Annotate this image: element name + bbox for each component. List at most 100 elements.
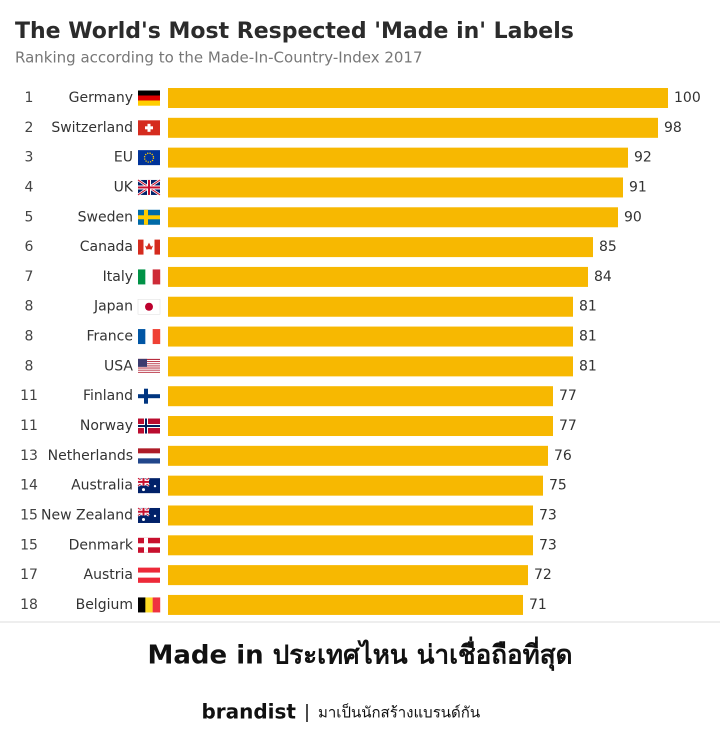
flag	[138, 150, 160, 166]
flag-part	[138, 362, 160, 364]
value-label: 85	[599, 239, 617, 255]
rank-label: 11	[20, 388, 38, 404]
flag-part	[138, 453, 160, 459]
flag-part	[138, 510, 149, 513]
flag-part	[138, 239, 144, 255]
flag-part	[138, 363, 160, 365]
value-label: 81	[579, 299, 597, 315]
flag-part	[138, 90, 160, 96]
category-label: Finland	[83, 388, 133, 404]
category-label: Belgium	[76, 597, 133, 613]
category-label: Italy	[103, 269, 133, 285]
value-label: 84	[594, 269, 612, 285]
value-label: 75	[549, 478, 567, 494]
flag-part	[153, 514, 157, 518]
bar	[168, 207, 618, 228]
value-label: 77	[559, 418, 577, 434]
flag-part	[152, 269, 161, 285]
flag-part	[138, 370, 160, 372]
flag-part	[138, 567, 160, 573]
flag	[138, 418, 160, 434]
flag	[138, 239, 160, 255]
rank-label: 7	[25, 269, 34, 285]
category-label: France	[86, 329, 133, 345]
value-label: 81	[579, 329, 597, 345]
bar	[168, 177, 623, 198]
category-label: EU	[114, 150, 133, 166]
bar	[168, 237, 593, 258]
flag-part	[138, 358, 160, 361]
footer-headline: Made in ประเทศไหน น่าเชื่อถือที่สุด	[148, 636, 573, 672]
flag-part	[143, 152, 155, 163]
flag-part	[152, 597, 161, 613]
rank-label: 14	[20, 478, 38, 494]
flag	[138, 90, 160, 106]
brand-logo: brandist	[201, 700, 296, 724]
flag-part	[145, 597, 153, 613]
rank-label: 18	[20, 597, 38, 613]
category-label: Germany	[69, 90, 133, 106]
flag	[138, 448, 160, 464]
rank-label: 5	[25, 209, 34, 225]
flag-part	[138, 367, 160, 369]
flag-part	[138, 95, 160, 101]
category-label: New Zealand	[41, 507, 133, 523]
category-label: Norway	[80, 418, 133, 434]
rank-label: 2	[25, 120, 34, 136]
value-label: 76	[554, 448, 572, 464]
category-label: Australia	[71, 478, 133, 494]
flag-part	[145, 329, 153, 345]
category-label: Canada	[80, 239, 133, 255]
category-label: Switzerland	[51, 120, 133, 136]
bar	[168, 266, 588, 287]
flag-part	[138, 394, 160, 399]
flag-part	[138, 371, 160, 373]
category-label: Denmark	[69, 537, 134, 553]
flag	[137, 506, 160, 523]
rank-label: 8	[25, 299, 34, 315]
flag-part	[138, 358, 147, 367]
rank-label: 6	[25, 239, 34, 255]
flag	[138, 269, 161, 285]
rank-label: 8	[25, 358, 34, 374]
value-label: 81	[579, 358, 597, 374]
flag-part	[138, 364, 160, 366]
rank-label: 13	[20, 448, 38, 464]
flag-part	[142, 488, 145, 492]
bar	[168, 88, 668, 108]
flag-part	[138, 597, 146, 613]
value-label: 98	[664, 120, 682, 136]
flag-part	[138, 361, 160, 363]
rank-label: 15	[20, 507, 38, 523]
value-label: 91	[629, 179, 647, 195]
flag-part	[138, 329, 146, 345]
flag	[137, 178, 161, 196]
value-label: 90	[624, 209, 642, 225]
flag-part	[138, 365, 160, 367]
bar	[168, 147, 628, 168]
category-label: Sweden	[78, 209, 133, 225]
bar	[168, 475, 543, 496]
category-label: UK	[114, 179, 134, 195]
flag-part	[138, 215, 160, 220]
flag-part	[138, 366, 160, 368]
flag-part	[145, 269, 153, 285]
flag-part	[153, 484, 157, 488]
flag-part	[138, 269, 146, 285]
flag-part	[138, 359, 160, 362]
flag-part	[138, 369, 160, 371]
flag	[138, 537, 160, 553]
flag-part	[138, 448, 160, 454]
flag-part	[138, 425, 160, 428]
category-label: Netherlands	[48, 448, 133, 464]
flag-part	[145, 242, 153, 250]
flag	[138, 209, 160, 225]
flag-part	[138, 458, 160, 464]
flag-part	[142, 517, 145, 521]
flag-part	[138, 100, 160, 106]
flag-part	[145, 302, 153, 311]
value-label: 92	[634, 150, 652, 166]
rank-label: 17	[20, 567, 38, 583]
bar	[168, 386, 553, 407]
